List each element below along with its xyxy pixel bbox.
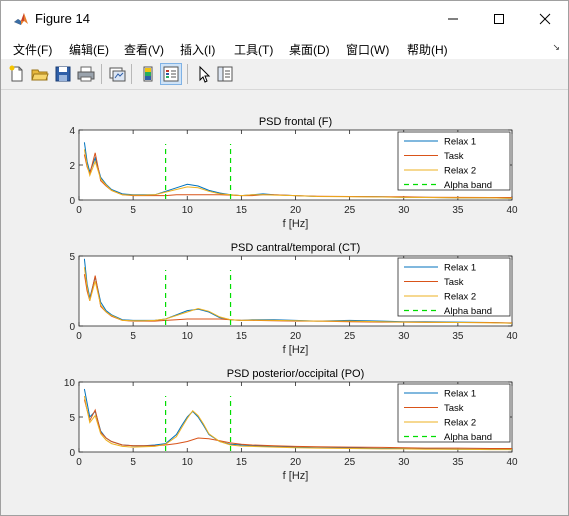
y-tick-label: 5	[69, 252, 75, 263]
x-tick-label: 30	[398, 331, 410, 342]
x-tick-label: 25	[344, 331, 356, 342]
legend-label: Alpha band	[444, 180, 492, 191]
series-line-3	[83, 149, 513, 199]
y-tick-label: 0	[69, 322, 75, 333]
legend-box	[397, 131, 511, 191]
axes-title: PSD cantral/temporal (CT)	[231, 242, 361, 254]
matlab-logo-icon	[14, 13, 28, 25]
legend-label: Task	[444, 277, 464, 288]
x-tick-label: 10	[182, 457, 194, 468]
x-tick-label: 20	[290, 331, 302, 342]
legend-label: Relax 2	[444, 418, 476, 429]
axes-1: PSD frontal (F) 0 5 10 15 20 25 30 35 40 0 2 4 f [Hz]…	[69, 116, 518, 230]
toolbar-separator	[187, 64, 188, 84]
x-tick-label: 15	[236, 205, 248, 216]
y-tick-label: 5	[69, 413, 75, 424]
minimize-icon[interactable]	[430, 1, 476, 37]
open-file-icon[interactable]	[30, 64, 50, 84]
toolbar-separator	[101, 64, 102, 84]
save-icon[interactable]	[53, 64, 73, 84]
y-tick-label: 4	[69, 126, 75, 137]
menu-window[interactable]: 窗口(W)	[346, 43, 390, 57]
x-tick-label: 35	[452, 205, 464, 216]
x-tick-label: 0	[76, 205, 82, 216]
series-line-3	[83, 267, 513, 324]
x-tick-label: 5	[130, 205, 136, 216]
x-tick-label: 30	[398, 205, 410, 216]
y-tick-label: 0	[69, 448, 75, 459]
x-tick-label: 35	[452, 457, 464, 468]
legend-label: Relax 1	[444, 263, 476, 274]
legend-label: Relax 1	[444, 389, 476, 400]
x-tick-label: 15	[236, 331, 248, 342]
x-tick-label: 15	[236, 457, 248, 468]
menu-insert[interactable]: 插入(I)	[180, 43, 216, 57]
property-inspector-icon[interactable]	[215, 64, 235, 84]
series-line-3	[83, 395, 513, 451]
menu-bar: 文件(F) 编辑(E) 查看(V) 插入(I) 工具(T) 桌面(D) 窗口(W…	[1, 37, 568, 59]
series-line-2	[83, 399, 512, 449]
menu-file[interactable]: 文件(F)	[13, 43, 53, 57]
axes-title: PSD posterior/occipital (PO)	[227, 368, 365, 380]
x-axis-label: f [Hz]	[283, 470, 309, 482]
x-tick-label: 40	[506, 457, 518, 468]
x-tick-label: 5	[130, 457, 136, 468]
legend-label: Relax 2	[444, 292, 476, 303]
y-tick-label: 10	[64, 378, 76, 389]
menu-view[interactable]: 查看(V)	[124, 43, 164, 57]
insert-legend-icon[interactable]	[160, 63, 182, 85]
legend: Relax 1 Task Relax 2 Alpha band	[397, 131, 511, 191]
x-tick-label: 20	[290, 205, 302, 216]
axes-3: PSD posterior/occipital (PO) 0 5 10 15 20 25 30…	[64, 368, 518, 482]
legend-label: Task	[444, 403, 464, 414]
x-tick-label: 35	[452, 331, 464, 342]
x-tick-label: 20	[290, 457, 302, 468]
y-tick-label: 2	[69, 161, 75, 172]
legend-label: Task	[444, 151, 464, 162]
x-tick-label: 40	[506, 331, 518, 342]
x-tick-label: 40	[506, 205, 518, 216]
x-axis-label: f [Hz]	[283, 344, 309, 356]
x-tick-label: 10	[182, 205, 194, 216]
maximize-icon[interactable]	[476, 1, 522, 37]
edit-plot-pointer-icon[interactable]	[193, 64, 213, 84]
menu-overflow-arrow-icon[interactable]: ↘	[552, 43, 560, 53]
legend-box	[397, 257, 511, 317]
legend-box	[397, 383, 511, 443]
legend-label: Relax 2	[444, 166, 476, 177]
new-figure-icon[interactable]	[7, 64, 27, 84]
figure-canvas: PSD frontal (F) 0 5 10 15 20 25 30 35 40 0 2 4 f [Hz]…	[5, 93, 566, 511]
menu-desktop[interactable]: 桌面(D)	[289, 43, 330, 57]
y-tick-label: 0	[69, 196, 75, 207]
print-icon[interactable]	[76, 64, 96, 84]
menu-edit[interactable]: 编辑(E)	[69, 43, 109, 57]
x-axis-label: f [Hz]	[283, 218, 309, 230]
axes-title: PSD frontal (F)	[259, 116, 332, 128]
legend: Relax 1 Task Relax 2 Alpha band	[397, 257, 511, 317]
figure-toolbar	[1, 59, 568, 90]
window-title: Figure 14	[35, 11, 90, 26]
x-tick-label: 0	[76, 331, 82, 342]
insert-colorbar-icon[interactable]	[138, 64, 158, 84]
x-tick-label: 25	[344, 457, 356, 468]
x-tick-label: 10	[182, 331, 194, 342]
x-tick-label: 0	[76, 457, 82, 468]
close-icon[interactable]	[522, 1, 568, 37]
axes-2: PSD cantral/temporal (CT) 0 5 10 15 20 25 30 35 4…	[69, 242, 518, 356]
x-tick-label: 25	[344, 205, 356, 216]
link-plot-icon[interactable]	[107, 64, 127, 84]
legend-label: Alpha band	[444, 306, 492, 317]
x-tick-label: 5	[130, 331, 136, 342]
figure-plots: PSD frontal (F) 0 5 10 15 20 25 30 35 40 0 2 4 f [Hz]…	[64, 116, 518, 482]
x-tick-label: 30	[398, 457, 410, 468]
legend-label: Alpha band	[444, 432, 492, 443]
series-line-1	[83, 258, 513, 324]
menu-help[interactable]: 帮助(H)	[407, 43, 448, 57]
title-bar: Figure 14	[1, 1, 568, 37]
legend: Relax 1 Task Relax 2 Alpha band	[397, 383, 511, 443]
legend-label: Relax 1	[444, 137, 476, 148]
menu-tools[interactable]: 工具(T)	[234, 43, 274, 57]
toolbar-separator	[131, 64, 132, 84]
